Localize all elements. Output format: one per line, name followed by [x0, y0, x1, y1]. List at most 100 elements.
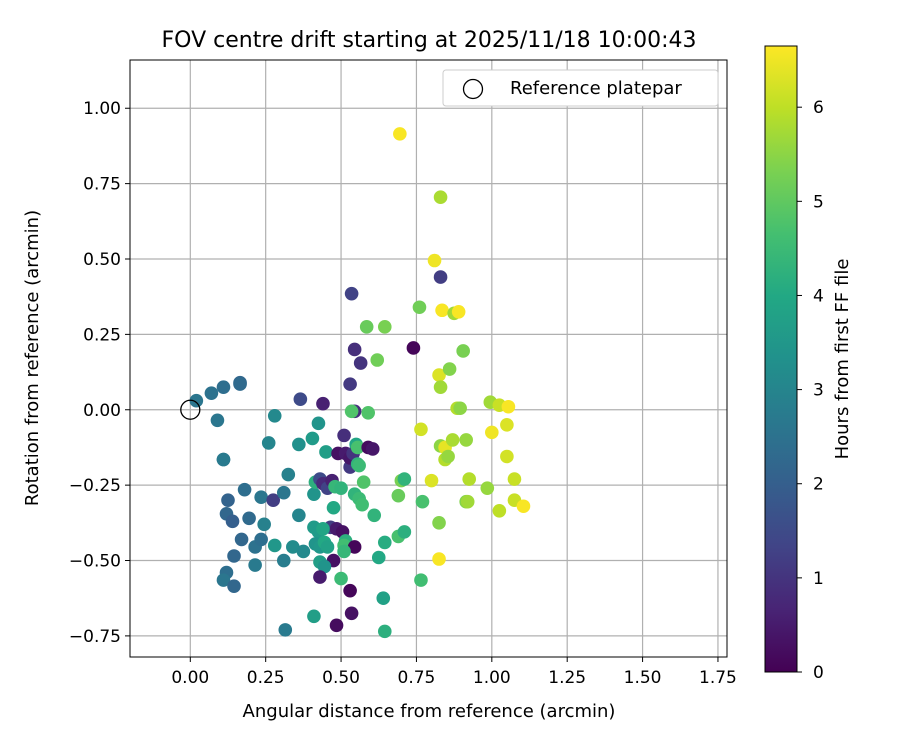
colorbar-ticks: 0 1 2 3 4 5 6	[797, 98, 824, 683]
data-point	[316, 522, 330, 536]
data-point	[261, 436, 276, 450]
data-point	[507, 472, 522, 486]
y-tick-label: 0.75	[83, 175, 121, 195]
y-tick-label: −0.75	[69, 627, 121, 647]
data-point	[456, 344, 470, 358]
data-point	[432, 516, 446, 530]
data-point	[307, 487, 321, 501]
data-point	[516, 499, 531, 514]
data-point	[347, 342, 362, 357]
data-point	[361, 405, 375, 420]
data-point	[451, 304, 466, 319]
colorbar: 0 1 2 3 4 5 6 Hours from first FF file	[764, 45, 853, 683]
data-point	[234, 532, 249, 547]
data-point	[414, 422, 428, 437]
y-tick-label: −0.25	[69, 476, 121, 496]
data-point	[397, 472, 412, 486]
data-point	[337, 428, 351, 443]
data-point	[316, 396, 330, 411]
data-point	[311, 416, 326, 431]
data-point	[317, 559, 332, 574]
data-point	[393, 127, 407, 141]
data-point	[376, 591, 391, 606]
data-point	[352, 458, 366, 473]
data-point	[347, 540, 362, 554]
data-point	[307, 609, 321, 624]
data-point	[500, 418, 514, 432]
data-point	[319, 445, 333, 459]
x-tick-label: 1.25	[548, 668, 586, 688]
data-point	[433, 380, 448, 394]
data-point	[350, 440, 365, 455]
data-point	[227, 579, 241, 593]
x-tick-label: 0.25	[247, 668, 285, 688]
colorbar-tick-label: 4	[813, 286, 824, 306]
x-axis-ticks: 0.00 0.25 0.50 0.75 1.00 1.25 1.50 1.75	[171, 657, 737, 688]
data-point	[296, 544, 311, 559]
x-tick-label: 0.50	[322, 668, 360, 688]
data-point	[320, 540, 335, 554]
data-point	[397, 525, 412, 539]
data-point	[433, 270, 448, 284]
data-point	[344, 404, 359, 419]
y-tick-label: 0.25	[83, 325, 121, 345]
x-tick-label: 1.75	[699, 668, 737, 688]
data-point	[343, 583, 357, 598]
data-point	[424, 473, 439, 488]
data-point	[377, 624, 392, 639]
data-point	[334, 481, 348, 495]
data-point	[370, 353, 385, 367]
data-point	[281, 467, 296, 482]
data-point	[453, 401, 467, 416]
data-point	[227, 549, 241, 563]
data-point	[500, 449, 514, 464]
data-point	[445, 433, 460, 447]
data-point	[441, 449, 455, 464]
data-point	[432, 552, 446, 566]
data-point	[276, 485, 291, 500]
y-axis-label: Rotation from reference (arcmin)	[22, 210, 43, 506]
data-point	[334, 571, 348, 586]
data-point	[337, 544, 351, 559]
data-point	[305, 431, 320, 446]
colorbar-gradient	[764, 45, 798, 673]
data-point	[442, 362, 457, 376]
data-point	[485, 425, 499, 440]
data-point	[435, 303, 449, 318]
data-point	[204, 386, 219, 400]
data-point	[267, 408, 282, 423]
data-point	[326, 500, 341, 515]
x-tick-label: 1.00	[473, 668, 511, 688]
plot-frame	[129, 59, 728, 658]
data-point	[406, 341, 421, 355]
data-point	[225, 514, 240, 529]
data-point	[257, 517, 271, 532]
data-point	[433, 190, 448, 204]
data-point	[462, 472, 477, 486]
x-tick-label: 0.75	[398, 668, 436, 688]
colorbar-label: Hours from first FF file	[832, 259, 853, 460]
data-point	[313, 570, 327, 584]
legend: Reference platepar	[442, 69, 719, 107]
y-tick-label: 0.00	[83, 401, 121, 421]
reference-marker-layer	[180, 399, 201, 420]
data-point	[353, 356, 368, 370]
colorbar-tick-label: 3	[813, 381, 824, 401]
data-point	[254, 532, 268, 547]
colorbar-tick-label: 5	[813, 192, 824, 212]
data-point	[459, 433, 473, 447]
data-point	[412, 300, 427, 315]
data-point	[359, 320, 374, 334]
data-point	[344, 606, 359, 621]
data-point	[432, 368, 446, 382]
data-point	[343, 377, 357, 391]
colorbar-tick-label: 6	[813, 98, 824, 118]
data-point	[210, 413, 225, 428]
y-tick-label: −0.50	[69, 552, 121, 572]
data-point	[355, 497, 369, 512]
data-point	[427, 253, 442, 268]
data-point	[242, 511, 256, 526]
x-axis-label: Angular distance from reference (arcmin)	[243, 701, 616, 722]
colorbar-tick-label: 2	[813, 475, 824, 495]
